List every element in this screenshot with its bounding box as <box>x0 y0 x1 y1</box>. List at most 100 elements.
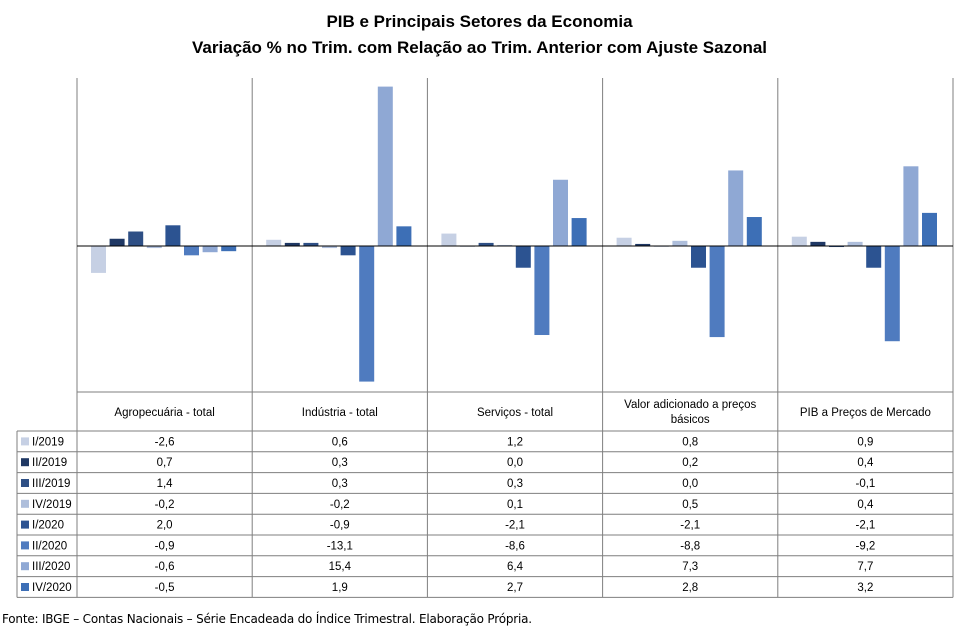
data-label: 0,3 <box>332 478 348 490</box>
bar-iii-2020-cat2 <box>553 179 568 246</box>
data-label: 3,2 <box>857 582 873 594</box>
chart-subtitle: Variação % no Trim. com Relação ao Trim.… <box>191 38 768 57</box>
data-label: 1,9 <box>332 582 348 594</box>
data-label: 7,3 <box>682 561 698 573</box>
row-label: II/2019 <box>32 457 67 469</box>
legend-key <box>21 458 29 467</box>
row-label: II/2020 <box>32 540 67 552</box>
bar-ii-2019-cat3 <box>635 243 651 246</box>
bar-iv-2019-cat0 <box>146 246 162 249</box>
category-label: Valor adicionado a preços básicos <box>624 399 756 426</box>
data-label: 15,4 <box>329 561 352 573</box>
bar-i-2020-cat2 <box>515 246 531 268</box>
bar-iii-2019-cat2 <box>478 242 494 246</box>
bar-ii-2019-cat0 <box>109 238 125 246</box>
bar-i-2020-cat4 <box>866 246 882 268</box>
bar-iv-2019-cat2 <box>497 244 513 246</box>
data-label: -8,6 <box>505 540 525 552</box>
bar-ii-2020-cat2 <box>534 246 550 336</box>
bar-ii-2020-cat0 <box>184 246 199 256</box>
data-label: 2,7 <box>507 582 523 594</box>
category-label: PIB a Preços de Mercado <box>800 407 931 419</box>
data-label: 0,0 <box>682 478 698 490</box>
bar-iii-2019-cat4 <box>829 246 844 248</box>
data-label: 0,3 <box>332 457 348 469</box>
legend-key <box>21 479 29 487</box>
bar-i-2019-cat0 <box>91 246 106 273</box>
data-label: 0,5 <box>682 499 698 511</box>
category-label: Agropecuária - total <box>114 407 214 419</box>
data-label: 2,8 <box>682 582 698 594</box>
data-label: 0,4 <box>857 457 874 469</box>
bar-iii-2020-cat1 <box>377 86 393 246</box>
data-label: 0,0 <box>507 457 523 469</box>
bar-ii-2019-cat1 <box>284 242 300 246</box>
row-label: IV/2019 <box>32 499 72 511</box>
data-label: 0,1 <box>507 499 523 511</box>
bar-i-2019-cat3 <box>616 237 632 246</box>
row-label: I/2019 <box>32 436 64 448</box>
bar-iii-2020-cat0 <box>202 246 218 253</box>
data-label: -0,6 <box>155 561 175 573</box>
legend-key <box>21 562 29 571</box>
row-label: III/2019 <box>32 478 70 490</box>
data-label: -13,1 <box>327 540 353 552</box>
data-label: 0,3 <box>507 478 523 490</box>
data-label: 7,7 <box>857 561 873 573</box>
legend-key <box>21 583 29 591</box>
legend-key <box>21 499 29 508</box>
data-label: 0,2 <box>682 457 698 469</box>
category-label: Serviços - total <box>477 407 553 419</box>
row-label: III/2020 <box>32 561 70 573</box>
data-label: -2,1 <box>680 520 700 532</box>
data-label: -0,1 <box>855 478 875 490</box>
data-label: -0,9 <box>155 540 175 552</box>
bar-i-2019-cat2 <box>441 233 457 246</box>
bar-iv-2020-cat0 <box>221 246 237 252</box>
bar-iii-2019-cat1 <box>303 242 319 246</box>
bar-iv-2020-cat1 <box>396 226 412 246</box>
data-label: 0,9 <box>857 436 873 448</box>
bar-iv-2019-cat3 <box>672 240 688 246</box>
legend-key <box>21 520 29 529</box>
data-label: -0,2 <box>155 499 175 511</box>
bar-iv-2020-cat4 <box>922 212 937 246</box>
data-label: 0,7 <box>157 457 173 469</box>
data-label: -2,6 <box>155 436 175 448</box>
bar-iv-2020-cat3 <box>746 217 762 246</box>
bar-iii-2020-cat4 <box>903 166 919 246</box>
data-label: -0,5 <box>155 582 175 594</box>
bar-ii-2020-cat3 <box>709 246 725 338</box>
chart-title: PIB e Principais Setores da Economia <box>326 12 633 31</box>
bar-ii-2020-cat1 <box>359 246 375 382</box>
data-label: -0,2 <box>330 499 350 511</box>
category-label: Indústria - total <box>302 407 378 419</box>
data-label: 6,4 <box>507 561 524 573</box>
bar-i-2020-cat3 <box>691 246 706 268</box>
bar-iv-2019-cat1 <box>322 246 337 249</box>
legend-key <box>21 437 29 446</box>
bar-i-2020-cat1 <box>340 246 356 256</box>
data-label: -2,1 <box>855 520 875 532</box>
source-note: Fonte: IBGE – Contas Nacionais – Série E… <box>2 612 532 626</box>
bar-ii-2019-cat4 <box>810 241 826 246</box>
row-label: I/2020 <box>32 520 64 532</box>
data-label: -9,2 <box>855 540 875 552</box>
data-label: -8,8 <box>680 540 700 552</box>
bar-iv-2019-cat4 <box>847 241 863 246</box>
data-label: 1,2 <box>507 436 523 448</box>
bar-iii-2019-cat0 <box>128 231 144 246</box>
bar-ii-2020-cat4 <box>884 246 900 342</box>
data-label: 0,8 <box>682 436 698 448</box>
data-label: 0,6 <box>332 436 348 448</box>
row-label: IV/2020 <box>32 582 72 594</box>
bar-iv-2020-cat2 <box>571 218 587 246</box>
data-label: -0,9 <box>330 520 350 532</box>
bar-i-2019-cat4 <box>791 236 807 246</box>
bar-iii-2020-cat3 <box>728 170 744 246</box>
bar-i-2019-cat1 <box>266 239 282 246</box>
bar-i-2020-cat0 <box>165 225 181 246</box>
legend-key <box>21 541 29 550</box>
data-label: 1,4 <box>157 478 174 490</box>
data-label: -2,1 <box>505 520 525 532</box>
